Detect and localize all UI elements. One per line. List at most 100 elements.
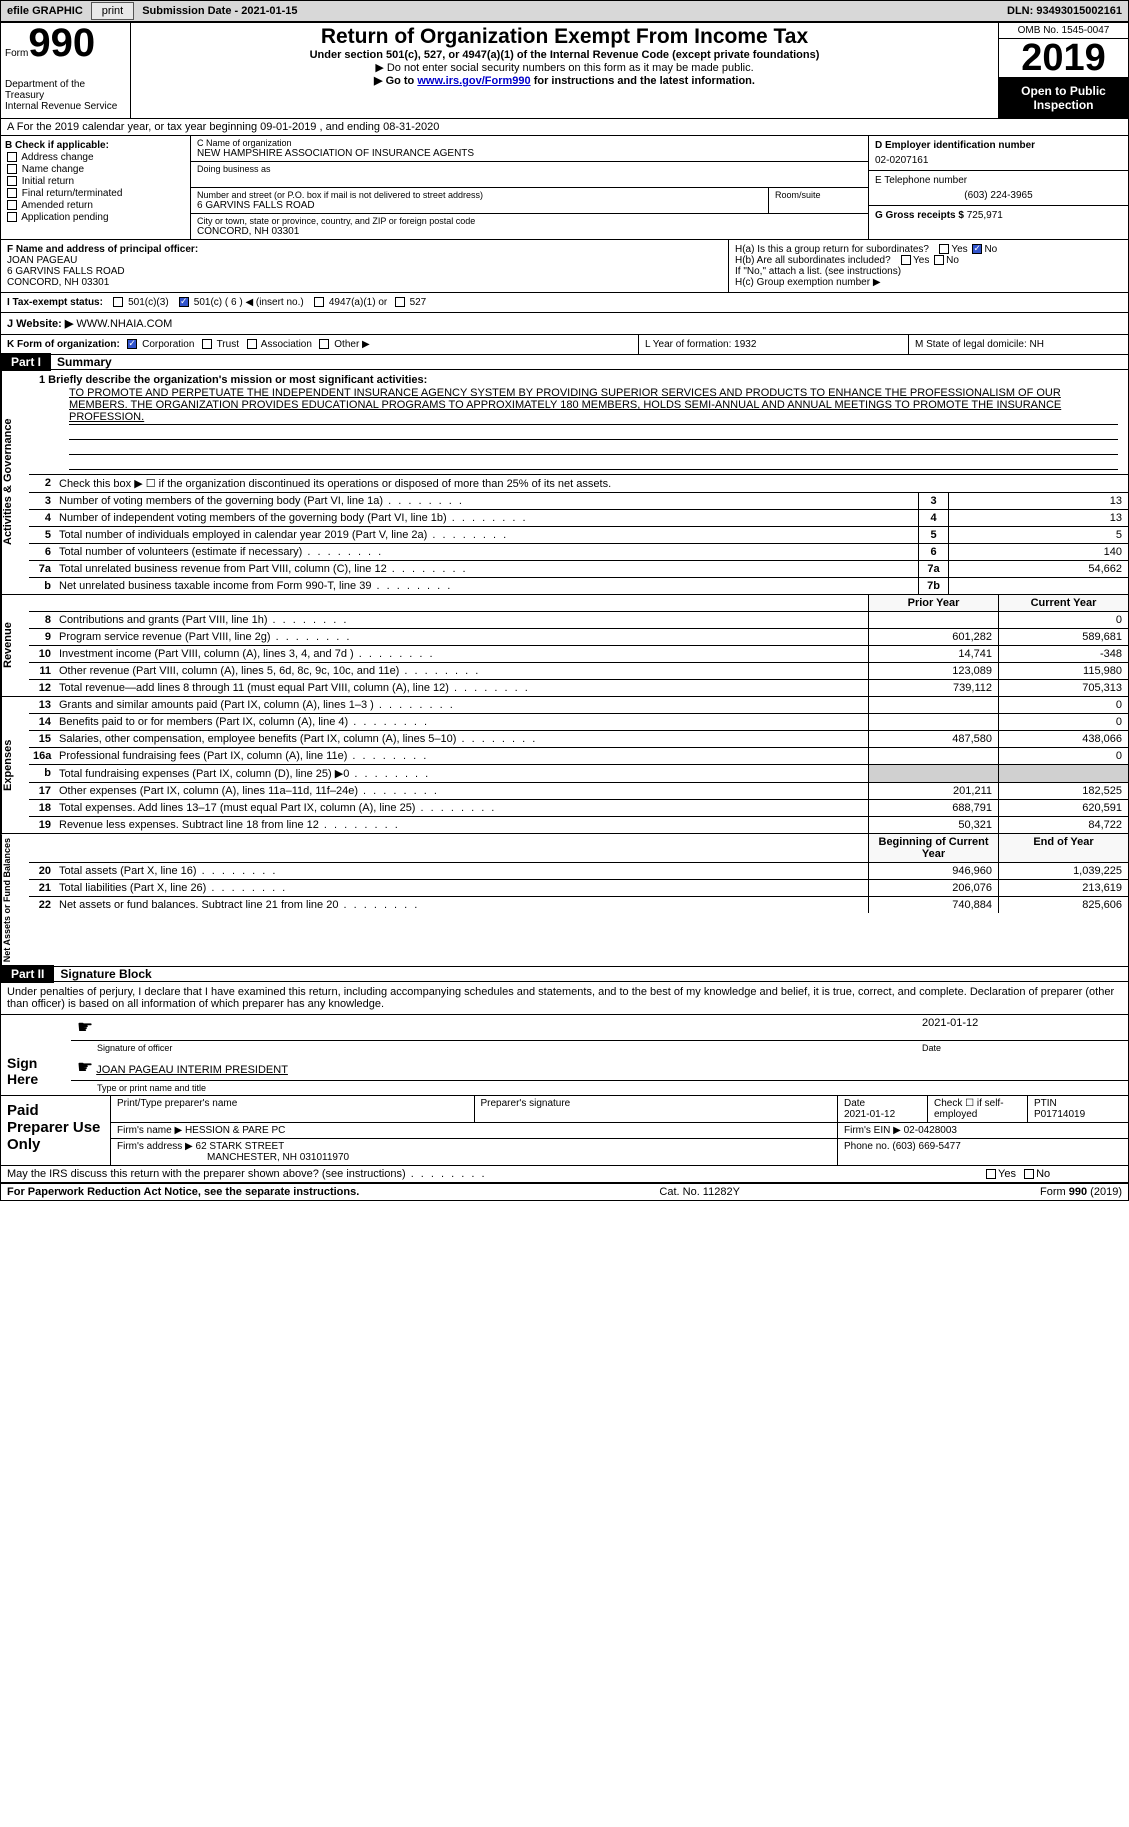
footer-mid: Cat. No. 11282Y — [659, 1186, 740, 1198]
chk-amended-return[interactable]: Amended return — [5, 200, 186, 211]
revenue-section: Revenue Prior Year Current Year 8Contrib… — [1, 595, 1128, 697]
form-990: Form990 Department of the Treasury Inter… — [0, 22, 1129, 1201]
dln: DLN: 93493015002161 — [1007, 5, 1128, 17]
data-row: 16aProfessional fundraising fees (Part I… — [29, 748, 1128, 765]
submission-date: Submission Date - 2021-01-15 — [136, 5, 303, 17]
part-2-header: Part IISignature Block — [1, 967, 1128, 982]
form-subtitle-1: Under section 501(c), 527, or 4947(a)(1)… — [135, 49, 994, 61]
vert-label-expenses: Expenses — [1, 697, 29, 833]
data-row: 10Investment income (Part VIII, column (… — [29, 646, 1128, 663]
top-bar: efile GRAPHIC print Submission Date - 20… — [0, 0, 1129, 22]
data-row: bTotal fundraising expenses (Part IX, co… — [29, 765, 1128, 783]
firm-name: HESSION & PARE PC — [185, 1125, 285, 1136]
h-c: H(c) Group exemption number ▶ — [735, 277, 1122, 288]
chk-final-return[interactable]: Final return/terminated — [5, 188, 186, 199]
goto-suffix: for instructions and the latest informat… — [531, 75, 755, 87]
vert-label-net: Net Assets or Fund Balances — [1, 834, 29, 966]
vert-label-gov: Activities & Governance — [1, 370, 29, 594]
data-row: 9Program service revenue (Part VIII, lin… — [29, 629, 1128, 646]
ein: 02-0207161 — [875, 151, 1122, 166]
f-label: F Name and address of principal officer: — [7, 244, 722, 255]
street: 6 GARVINS FALLS ROAD — [197, 200, 762, 211]
form-number: 990 — [28, 21, 95, 65]
firm-addr1: 62 STARK STREET — [196, 1141, 285, 1152]
data-row: 14Benefits paid to or for members (Part … — [29, 714, 1128, 731]
paid-preparer: Paid Preparer Use Only Print/Type prepar… — [1, 1095, 1128, 1165]
sig-name-label: Type or print name and title — [71, 1081, 1128, 1095]
data-row: 21Total liabilities (Part X, line 26)206… — [29, 880, 1128, 897]
col-b: B Check if applicable: Address change Na… — [1, 136, 191, 239]
chk-application-pending[interactable]: Application pending — [5, 212, 186, 223]
form-header: Form990 Department of the Treasury Inter… — [1, 23, 1128, 119]
sign-here: Sign Here — [1, 1047, 71, 1095]
pp-h2: Preparer's signature — [475, 1096, 839, 1122]
col-d-e-g: D Employer identification number 02-0207… — [868, 136, 1128, 239]
paid-prep-title: Paid Preparer Use Only — [1, 1096, 111, 1165]
chk-address-change[interactable]: Address change — [5, 152, 186, 163]
h-b: H(b) Are all subordinates included? Yes … — [735, 255, 1122, 266]
gov-row: 6Total number of volunteers (estimate if… — [29, 544, 1128, 561]
gov-row: 3Number of voting members of the governi… — [29, 493, 1128, 510]
sig-date: 2021-01-12 — [922, 1017, 1122, 1038]
officer-signed-name: JOAN PAGEAU INTERIM PRESIDENT — [96, 1064, 288, 1076]
sig-date-label: Date — [922, 1043, 1122, 1053]
mission-intro: 1 Briefly describe the organization's mi… — [39, 374, 1118, 386]
officer-addr2: CONCORD, NH 03301 — [7, 277, 722, 288]
gross-label: G Gross receipts $ — [875, 210, 964, 221]
data-row: 12Total revenue—add lines 8 through 11 (… — [29, 680, 1128, 696]
street-label: Number and street (or P.O. box if mail i… — [197, 190, 762, 200]
footer-left: For Paperwork Reduction Act Notice, see … — [7, 1186, 359, 1198]
part-1-header: Part ISummary — [1, 355, 1128, 370]
website: WWW.NHAIA.COM — [76, 318, 172, 330]
data-row: 13Grants and similar amounts paid (Part … — [29, 697, 1128, 714]
chk-initial-return[interactable]: Initial return — [5, 176, 186, 187]
form-word: Form — [5, 48, 28, 59]
department: Department of the Treasury Internal Reve… — [5, 79, 126, 112]
print-button[interactable]: print — [91, 2, 134, 20]
gov-row: 4Number of independent voting members of… — [29, 510, 1128, 527]
line-k-l-m: K Form of organization: Corporation Trus… — [1, 335, 1128, 355]
signature-block: Under penalties of perjury, I declare th… — [1, 982, 1128, 1095]
firm-addr2: MANCHESTER, NH 031011970 — [117, 1152, 349, 1163]
city-label: City or town, state or province, country… — [197, 216, 862, 226]
c-name-label: C Name of organization — [197, 138, 862, 148]
data-row: 15Salaries, other compensation, employee… — [29, 731, 1128, 748]
pp-h1: Print/Type preparer's name — [111, 1096, 475, 1122]
data-row: 8Contributions and grants (Part VIII, li… — [29, 612, 1128, 629]
footer-right: Form 990 (2019) — [1040, 1186, 1122, 1198]
col-c: C Name of organization NEW HAMPSHIRE ASS… — [191, 136, 868, 239]
line-j: J Website: ▶ WWW.NHAIA.COM — [1, 313, 1128, 335]
section-f-h: F Name and address of principal officer:… — [1, 239, 1128, 293]
data-row: 11Other revenue (Part VIII, column (A), … — [29, 663, 1128, 680]
goto-link[interactable]: www.irs.gov/Form990 — [417, 75, 530, 87]
footer: For Paperwork Reduction Act Notice, see … — [1, 1183, 1128, 1200]
line-i: I Tax-exempt status: 501(c)(3) 501(c) ( … — [1, 293, 1128, 313]
phone-label: E Telephone number — [875, 175, 1122, 186]
sig-intro: Under penalties of perjury, I declare th… — [1, 982, 1128, 1015]
officer-addr1: 6 GARVINS FALLS ROAD — [7, 266, 722, 277]
line-2: Check this box ▶ ☐ if the organization d… — [55, 475, 1128, 492]
city: CONCORD, NH 03301 — [197, 226, 862, 237]
net-assets-section: Net Assets or Fund Balances Beginning of… — [1, 834, 1128, 967]
vert-label-revenue: Revenue — [1, 595, 29, 696]
chk-name-change[interactable]: Name change — [5, 164, 186, 175]
ein-label: D Employer identification number — [875, 140, 1122, 151]
gov-row: 7aTotal unrelated business revenue from … — [29, 561, 1128, 578]
sig-officer-label: Signature of officer — [77, 1043, 922, 1053]
dba-label: Doing business as — [197, 164, 862, 174]
pp-h4: Check ☐ if self-employed — [928, 1096, 1028, 1122]
form-title: Return of Organization Exempt From Incom… — [135, 25, 994, 49]
line-a: A For the 2019 calendar year, or tax yea… — [1, 119, 1128, 136]
officer-name: JOAN PAGEAU — [7, 255, 722, 266]
data-row: 22Net assets or fund balances. Subtract … — [29, 897, 1128, 913]
mission-text: TO PROMOTE AND PERPETUATE THE INDEPENDEN… — [69, 386, 1118, 425]
b-title: B Check if applicable: — [5, 140, 186, 151]
firm-ein: 02-0428003 — [904, 1125, 957, 1136]
form-subtitle-2: ▶ Do not enter social security numbers o… — [135, 61, 994, 74]
gross-receipts: 725,971 — [967, 210, 1003, 221]
line-l: L Year of formation: 1932 — [638, 335, 908, 354]
goto-prefix: ▶ Go to — [374, 75, 417, 87]
data-row: 20Total assets (Part X, line 16)946,9601… — [29, 863, 1128, 880]
org-name: NEW HAMPSHIRE ASSOCIATION OF INSURANCE A… — [197, 148, 862, 159]
open-to-public: Open to Public Inspection — [999, 78, 1128, 118]
